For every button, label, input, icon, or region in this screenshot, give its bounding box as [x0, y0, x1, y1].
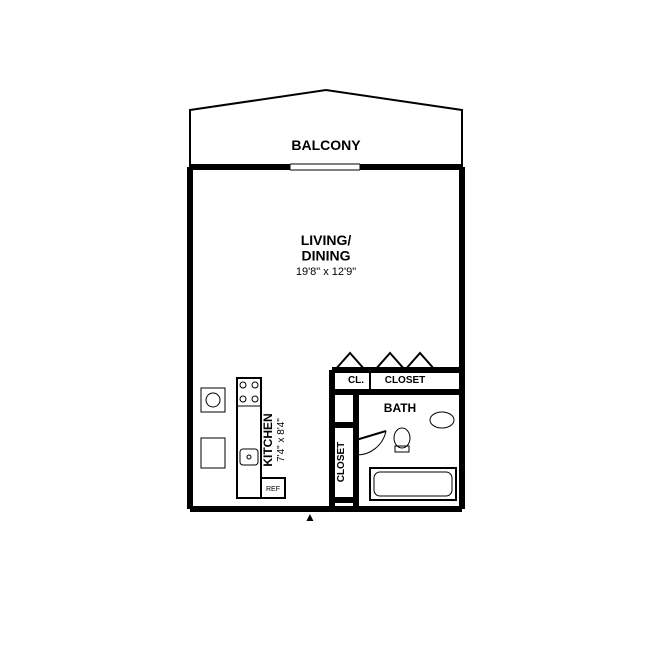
closet2-label: CLOSET [336, 442, 347, 483]
ref-label: REF [266, 486, 280, 493]
balcony-outline [190, 90, 462, 167]
living-label: LIVING/DINING [301, 232, 352, 263]
closet1-label: CLOSET [385, 375, 426, 386]
floor-plan: BALCONY LIVING/DINING 19'8" x 12'9" REF KITC… [0, 0, 650, 650]
entry-arrow: ▲ [304, 510, 316, 524]
living-dim: 19'8" x 12'9" [296, 266, 356, 278]
kitchen-counter [237, 378, 261, 498]
cl-label: CL. [348, 375, 364, 386]
toilet [394, 428, 410, 448]
kitchen-dim: 7'4" x 8'4" [276, 418, 287, 462]
balcony-label: BALCONY [291, 137, 361, 153]
bath-label: BATH [384, 401, 416, 415]
kitchen-label: KITCHEN [261, 413, 275, 466]
bath-sink [430, 412, 454, 428]
bathtub [370, 468, 456, 500]
